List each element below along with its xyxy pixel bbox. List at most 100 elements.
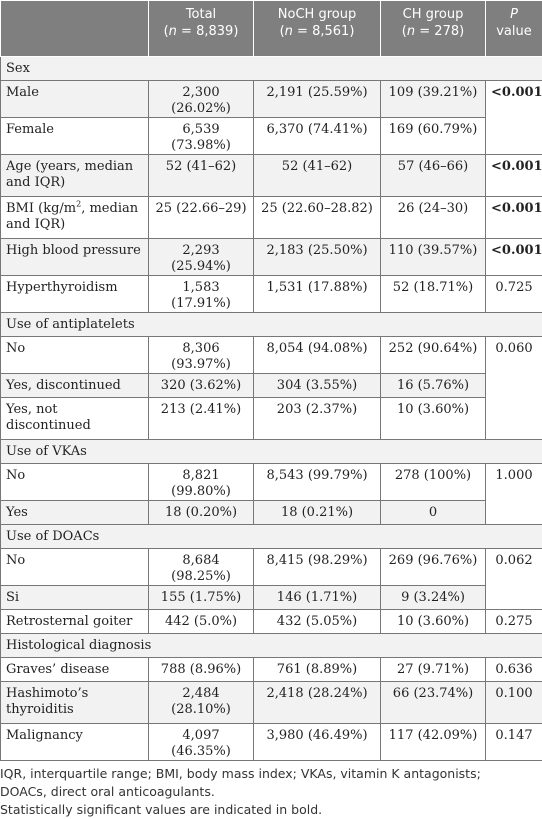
table-row-high-blood-pressure: High blood pressure 2,293 (25.94%) 2,183… [1,239,542,276]
cell-ch: 10 (3.60%) [381,610,486,634]
cell-p-value: <0.001 [486,155,542,197]
row-label: Si [1,586,149,610]
row-label: Malignancy [1,724,149,761]
cell-noch: 3,980 (46.49%) [254,724,381,761]
cell-noch: 18 (0.21%) [254,501,381,525]
cell-total: 155 (1.75%) [149,586,254,610]
section-label: Use of VKAs [1,440,542,464]
cell-p-value: 0.725 [486,276,542,313]
cell-ch: 10 (3.60%) [381,398,486,440]
cell-noch: 761 (8.89%) [254,658,381,682]
cell-noch: 6,370 (74.41%) [254,118,381,155]
row-label: No [1,337,149,374]
cell-p-value: <0.001 [486,239,542,276]
section-row-antiplatelets: Use of antiplatelets [1,313,542,337]
cell-total: 2,484 (28.10%) [149,682,254,724]
cell-total: 4,097 (46.35%) [149,724,254,761]
cell-noch: 1,531 (17.88%) [254,276,381,313]
table-row-female: Female 6,539 (73.98%) 6,370 (74.41%) 169… [1,118,542,155]
cell-ch: 27 (9.71%) [381,658,486,682]
cell-noch: 8,543 (99.79%) [254,464,381,501]
section-label: Use of DOACs [1,525,542,549]
row-label: High blood pressure [1,239,149,276]
cell-total: 25 (22.66–29) [149,197,254,239]
cell-noch: 2,183 (25.50%) [254,239,381,276]
header-empty-cell [1,1,149,57]
header-total: Total (n = 8,839) [149,1,254,57]
row-label: Yes, discontinued [1,374,149,398]
baseline-characteristics-table: Total (n = 8,839) NoCH group (n = 8,561)… [0,0,542,761]
footnote-abbreviations-2: DOACs, direct oral anticoagulants. [0,783,542,801]
cell-p-value: <0.001 [486,197,542,239]
cell-total: 1,583 (17.91%) [149,276,254,313]
cell-total: 320 (3.62%) [149,374,254,398]
row-label: Female [1,118,149,155]
cell-noch: 203 (2.37%) [254,398,381,440]
footnote-bold-note: Statistically significant values are ind… [0,801,542,819]
cell-ch: 169 (60.79%) [381,118,486,155]
cell-noch: 2,418 (28.24%) [254,682,381,724]
cell-ch: 26 (24–30) [381,197,486,239]
table-footnotes: IQR, interquartile range; BMI, body mass… [0,761,542,819]
cell-ch: 252 (90.64%) [381,337,486,374]
row-label: Hyperthyroidism [1,276,149,313]
section-row-vkas: Use of VKAs [1,440,542,464]
row-label: No [1,549,149,586]
cell-total: 8,821 (99.80%) [149,464,254,501]
section-label: Histological diagnosis [1,634,542,658]
table-row-hyperthyroidism: Hyperthyroidism 1,583 (17.91%) 1,531 (17… [1,276,542,313]
cell-total: 2,293 (25.94%) [149,239,254,276]
table-header-row: Total (n = 8,839) NoCH group (n = 8,561)… [1,1,542,57]
cell-ch: 16 (5.76%) [381,374,486,398]
row-label: Yes [1,501,149,525]
table-row-vka-no: No 8,821 (99.80%) 8,543 (99.79%) 278 (10… [1,464,542,501]
row-label: Graves’ disease [1,658,149,682]
cell-total: 788 (8.96%) [149,658,254,682]
cell-total: 442 (5.0%) [149,610,254,634]
cell-p-value: 1.000 [486,464,542,525]
cell-noch: 2,191 (25.59%) [254,81,381,118]
section-row-sex: Sex [1,57,542,81]
cell-ch: 66 (23.74%) [381,682,486,724]
cell-p-value: <0.001 [486,81,542,155]
row-label: Male [1,81,149,118]
section-row-doacs: Use of DOACs [1,525,542,549]
cell-total: 2,300 (26.02%) [149,81,254,118]
cell-total: 52 (41–62) [149,155,254,197]
table-row-graves: Graves’ disease 788 (8.96%) 761 (8.89%) … [1,658,542,682]
cell-total: 8,306 (93.97%) [149,337,254,374]
cell-noch: 8,054 (94.08%) [254,337,381,374]
cell-total: 6,539 (73.98%) [149,118,254,155]
cell-noch: 52 (41–62) [254,155,381,197]
section-label: Sex [1,57,542,81]
cell-ch: 269 (96.76%) [381,549,486,586]
cell-p-value: 0.275 [486,610,542,634]
cell-ch: 109 (39.21%) [381,81,486,118]
cell-p-value: 0.147 [486,724,542,761]
cell-p-value: 0.636 [486,658,542,682]
cell-ch: 117 (42.09%) [381,724,486,761]
cell-noch: 146 (1.71%) [254,586,381,610]
row-label: Retrosternal goiter [1,610,149,634]
cell-total: 213 (2.41%) [149,398,254,440]
table-row-male: Male 2,300 (26.02%) 2,191 (25.59%) 109 (… [1,81,542,118]
section-row-histological: Histological diagnosis [1,634,542,658]
row-label: No [1,464,149,501]
cell-ch: 52 (18.71%) [381,276,486,313]
section-label: Use of antiplatelets [1,313,542,337]
cell-noch: 25 (22.60–28.82) [254,197,381,239]
cell-ch: 9 (3.24%) [381,586,486,610]
table-row-doac-si: Si 155 (1.75%) 146 (1.71%) 9 (3.24%) [1,586,542,610]
cell-ch: 278 (100%) [381,464,486,501]
cell-p-value: 0.100 [486,682,542,724]
header-ch-group: CH group (n = 278) [381,1,486,57]
cell-ch: 57 (46–66) [381,155,486,197]
